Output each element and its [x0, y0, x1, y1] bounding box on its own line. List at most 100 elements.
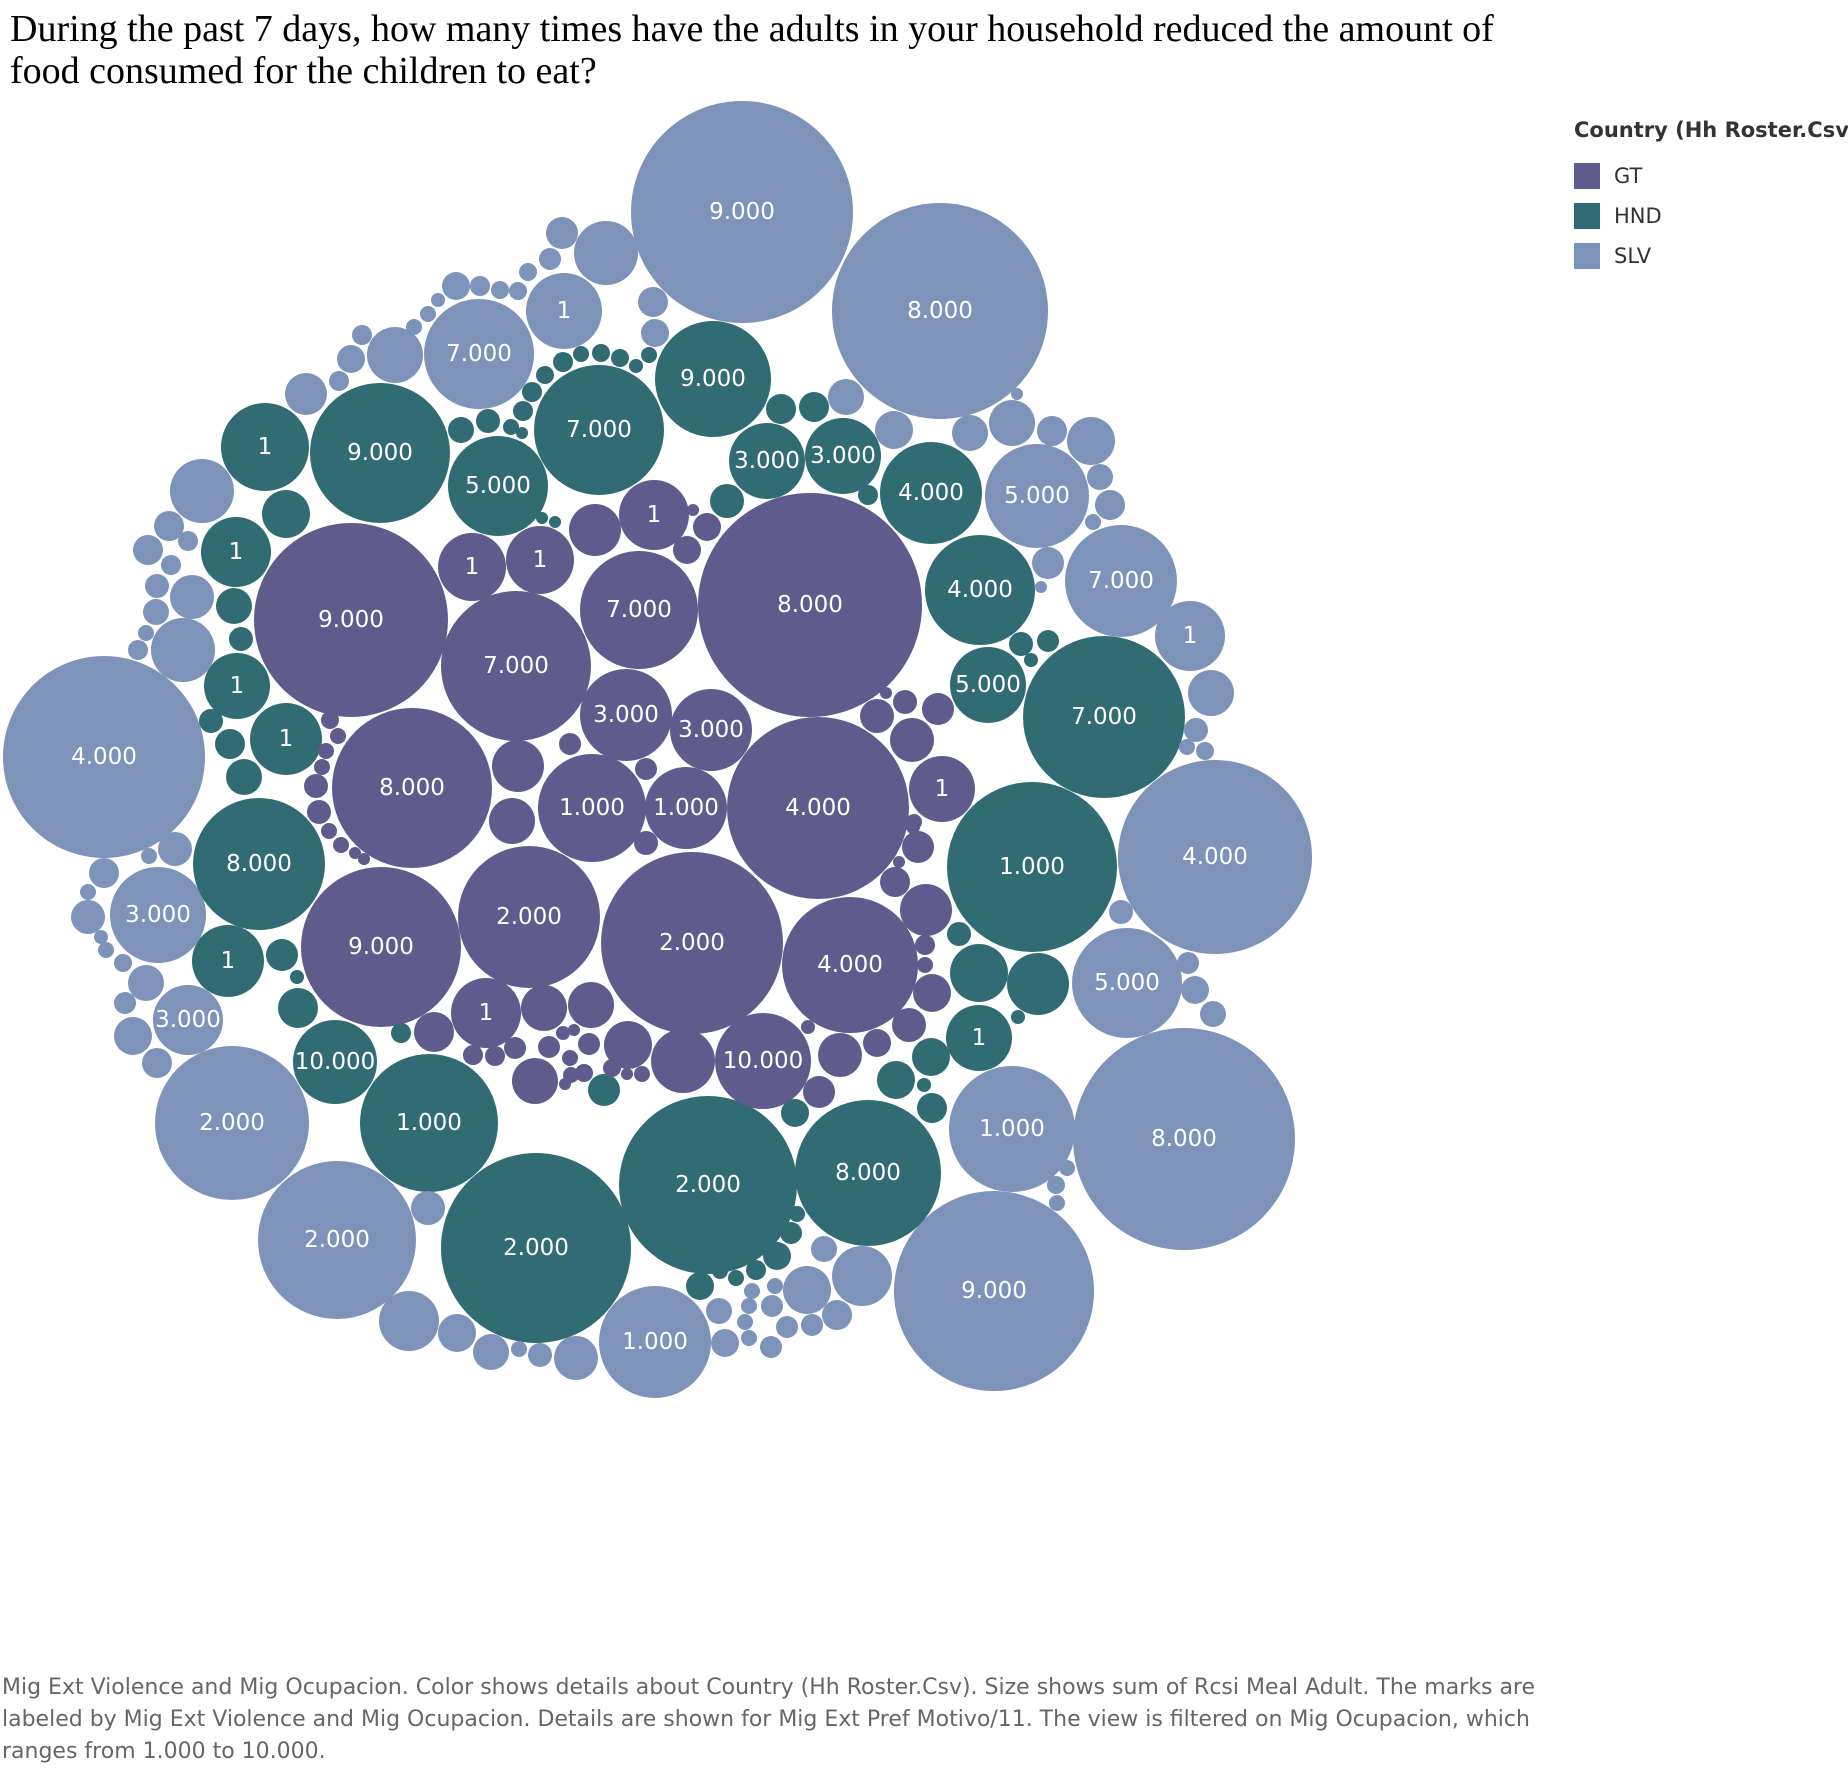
bubble-hnd[interactable]	[553, 352, 573, 372]
bubble-slv[interactable]	[509, 282, 527, 300]
bubble-slv[interactable]	[158, 832, 192, 866]
bubble-slv[interactable]	[329, 371, 349, 391]
bubble-gt[interactable]	[801, 1020, 815, 1034]
bubble-hnd[interactable]	[503, 419, 519, 435]
bubble-mark[interactable]	[330, 728, 346, 744]
bubble-mark[interactable]	[782, 897, 918, 1033]
bubble-mark[interactable]	[80, 884, 96, 900]
bubble-slv[interactable]: 3.000	[153, 985, 223, 1055]
bubble-mark[interactable]	[763, 1242, 791, 1270]
bubble-mark[interactable]	[1188, 670, 1234, 716]
bubble-mark[interactable]	[599, 1286, 711, 1398]
bubble-mark[interactable]	[1009, 632, 1033, 656]
bubble-gt[interactable]	[562, 1050, 578, 1066]
bubble-mark[interactable]	[141, 848, 157, 864]
bubble-hnd[interactable]	[290, 970, 304, 984]
bubble-mark[interactable]	[262, 490, 310, 538]
bubble-gt[interactable]	[634, 1066, 650, 1082]
bubble-slv[interactable]	[822, 1300, 852, 1330]
bubble-slv[interactable]	[145, 574, 169, 598]
bubble-mark[interactable]	[860, 699, 894, 733]
bubble-mark[interactable]	[1177, 952, 1199, 974]
bubble-hnd[interactable]: 3.000	[729, 423, 805, 499]
bubble-mark[interactable]	[890, 718, 934, 762]
bubble-hnd[interactable]	[1009, 632, 1033, 656]
bubble-mark[interactable]	[153, 985, 223, 1055]
bubble-gt[interactable]: 8.000	[698, 493, 922, 717]
bubble-mark[interactable]	[307, 800, 331, 824]
bubble-slv[interactable]: 1	[1155, 601, 1225, 671]
bubble-gt[interactable]	[893, 690, 917, 714]
bubble-mark[interactable]	[145, 574, 169, 598]
bubble-mark[interactable]	[154, 511, 184, 541]
bubble-gt[interactable]	[902, 831, 934, 863]
bubble-hnd[interactable]	[278, 988, 318, 1028]
bubble-slv[interactable]	[767, 1278, 783, 1294]
bubble-slv[interactable]	[1085, 514, 1101, 530]
bubble-mark[interactable]	[670, 689, 752, 771]
bubble-mark[interactable]	[250, 703, 322, 775]
bubble-slv[interactable]	[1011, 388, 1023, 400]
bubble-slv[interactable]	[875, 411, 913, 449]
bubble-mark[interactable]	[741, 1298, 757, 1314]
bubble-mark[interactable]	[352, 325, 372, 345]
bubble-gt[interactable]: 4.000	[782, 897, 918, 1033]
bubble-gt[interactable]	[917, 957, 933, 973]
bubble-mark[interactable]	[635, 758, 657, 780]
bubble-slv[interactable]: 9.000	[631, 101, 853, 323]
bubble-mark[interactable]	[258, 1161, 416, 1319]
bubble-gt[interactable]: 1	[451, 978, 521, 1048]
bubble-gt[interactable]	[314, 759, 330, 775]
bubble-mark[interactable]	[629, 359, 643, 373]
bubble-slv[interactable]	[638, 287, 668, 317]
bubble-mark[interactable]	[727, 717, 909, 899]
bubble-hnd[interactable]	[573, 346, 589, 362]
bubble-mark[interactable]	[641, 347, 657, 363]
bubble-gt[interactable]	[569, 504, 621, 556]
bubble-gt[interactable]: 3.000	[670, 689, 752, 771]
bubble-mark[interactable]	[912, 772, 930, 790]
bubble-hnd[interactable]	[536, 512, 548, 524]
bubble-mark[interactable]	[441, 591, 591, 741]
bubble-mark[interactable]	[266, 939, 298, 971]
bubble-hnd[interactable]	[877, 1061, 915, 1099]
bubble-slv[interactable]	[641, 319, 669, 347]
bubble-slv[interactable]: 5.000	[1072, 928, 1182, 1038]
bubble-slv[interactable]	[94, 930, 108, 944]
bubble-mark[interactable]	[741, 1330, 757, 1346]
bubble-hnd[interactable]	[588, 1074, 620, 1106]
bubble-mark[interactable]	[858, 485, 878, 505]
bubble-gt[interactable]	[307, 800, 331, 824]
bubble-mark[interactable]	[893, 856, 905, 868]
bubble-slv[interactable]	[285, 373, 327, 415]
bubble-gt[interactable]	[358, 853, 370, 865]
bubble-gt[interactable]: 1.000	[538, 754, 646, 862]
bubble-hnd[interactable]: 8.000	[795, 1100, 941, 1246]
bubble-hnd[interactable]	[513, 401, 533, 421]
bubble-slv[interactable]	[1047, 1176, 1065, 1194]
bubble-mark[interactable]	[710, 484, 744, 518]
bubble-mark[interactable]	[229, 627, 253, 651]
bubble-mark[interactable]	[631, 101, 853, 323]
bubble-mark[interactable]	[448, 417, 474, 443]
bubble-slv[interactable]	[1179, 739, 1195, 755]
bubble-slv[interactable]	[761, 1295, 783, 1317]
bubble-gt[interactable]	[913, 974, 951, 1012]
bubble-hnd[interactable]	[1037, 630, 1059, 652]
bubble-mark[interactable]	[155, 1046, 309, 1200]
bubble-hnd[interactable]	[215, 729, 245, 759]
bubble-mark[interactable]	[321, 711, 339, 729]
bubble-mark[interactable]	[760, 1336, 782, 1358]
bubble-mark[interactable]	[304, 774, 328, 798]
bubble-gt[interactable]	[880, 867, 910, 897]
bubble-mark[interactable]	[915, 935, 935, 955]
bubble-mark[interactable]	[310, 383, 450, 523]
bubble-mark[interactable]	[892, 1008, 926, 1042]
bubble-slv[interactable]	[142, 1048, 172, 1078]
bubble-slv[interactable]	[141, 848, 157, 864]
bubble-mark[interactable]	[538, 1036, 560, 1058]
bubble-gt[interactable]: 2.000	[458, 846, 600, 988]
bubble-hnd[interactable]	[917, 1093, 947, 1123]
bubble-gt[interactable]	[604, 1021, 652, 1069]
bubble-hnd[interactable]: 9.000	[655, 321, 771, 437]
